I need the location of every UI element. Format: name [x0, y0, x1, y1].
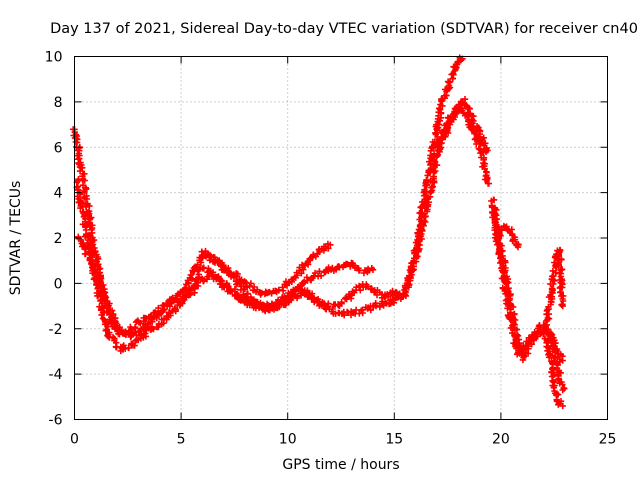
x-tick-label: 10	[279, 432, 297, 448]
y-tick-label: 4	[54, 186, 63, 202]
axis-ticks	[74, 56, 608, 420]
data-points	[547, 330, 566, 365]
y-axis-label: SDTVAR / TECUs	[8, 181, 24, 296]
data-points	[489, 208, 566, 410]
y-tick-label: 6	[54, 140, 63, 156]
x-tick-label: 0	[70, 432, 79, 448]
y-tick-label: -2	[49, 322, 63, 338]
data-points	[432, 103, 492, 187]
x-axis-label: GPS time / hours	[282, 457, 399, 473]
series-track-11	[547, 330, 566, 365]
plot-frame	[74, 56, 608, 420]
series-track-10	[539, 246, 567, 334]
x-tick-label: 15	[385, 432, 403, 448]
data-series	[70, 54, 568, 410]
y-tick-label: 8	[54, 95, 63, 111]
y-tick-label: 10	[45, 50, 63, 66]
grid	[74, 56, 608, 420]
data-points	[539, 246, 567, 334]
y-tick-label: 0	[54, 276, 63, 292]
x-tick-label: 25	[599, 432, 617, 448]
x-tick-label: 5	[177, 432, 186, 448]
series-track-6	[432, 103, 492, 187]
series-track-9	[492, 222, 522, 251]
y-tick-label: -6	[49, 413, 63, 429]
y-tick-label: 2	[54, 231, 63, 247]
x-tick-label: 20	[492, 432, 510, 448]
series-track-8	[489, 208, 566, 410]
x-tick-labels: 0 5 10 15 20 25	[70, 432, 616, 448]
data-points	[492, 222, 522, 251]
chart-title: Day 137 of 2021, Sidereal Day-to-day VTE…	[50, 21, 638, 37]
y-tick-label: -4	[49, 367, 63, 383]
y-tick-labels: -6 -4 -2 0 2 4 6 8 10	[45, 50, 63, 429]
